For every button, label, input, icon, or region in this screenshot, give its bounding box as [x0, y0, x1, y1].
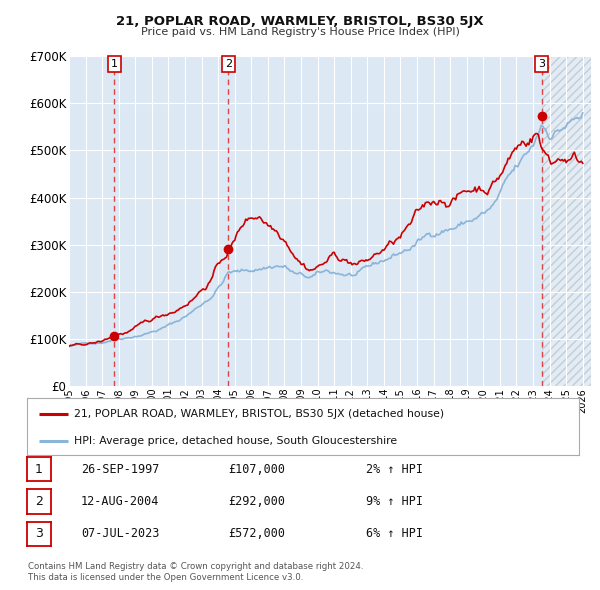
Bar: [542, 56, 591, 386]
Text: 1: 1: [111, 60, 118, 69]
Bar: [229, 56, 542, 386]
Text: HPI: Average price, detached house, South Gloucestershire: HPI: Average price, detached house, Sout…: [74, 436, 397, 446]
Text: £572,000: £572,000: [228, 527, 285, 540]
Text: 1: 1: [35, 463, 43, 476]
Text: 2: 2: [35, 495, 43, 508]
Text: £292,000: £292,000: [228, 495, 285, 508]
Text: 3: 3: [538, 60, 545, 69]
Text: Price paid vs. HM Land Registry's House Price Index (HPI): Price paid vs. HM Land Registry's House …: [140, 27, 460, 37]
Text: 21, POPLAR ROAD, WARMLEY, BRISTOL, BS30 5JX: 21, POPLAR ROAD, WARMLEY, BRISTOL, BS30 …: [116, 15, 484, 28]
Text: 07-JUL-2023: 07-JUL-2023: [81, 527, 160, 540]
Text: 2% ↑ HPI: 2% ↑ HPI: [366, 463, 423, 476]
Text: Contains HM Land Registry data © Crown copyright and database right 2024.
This d: Contains HM Land Registry data © Crown c…: [28, 562, 364, 582]
Text: 3: 3: [35, 527, 43, 540]
Text: 12-AUG-2004: 12-AUG-2004: [81, 495, 160, 508]
Bar: [114, 56, 229, 386]
Text: 21, POPLAR ROAD, WARMLEY, BRISTOL, BS30 5JX (detached house): 21, POPLAR ROAD, WARMLEY, BRISTOL, BS30 …: [74, 409, 444, 419]
Text: 9% ↑ HPI: 9% ↑ HPI: [366, 495, 423, 508]
Text: 2: 2: [225, 60, 232, 69]
Text: £107,000: £107,000: [228, 463, 285, 476]
Text: 6% ↑ HPI: 6% ↑ HPI: [366, 527, 423, 540]
Bar: [542, 56, 591, 386]
Text: 26-SEP-1997: 26-SEP-1997: [81, 463, 160, 476]
Bar: [69, 56, 114, 386]
